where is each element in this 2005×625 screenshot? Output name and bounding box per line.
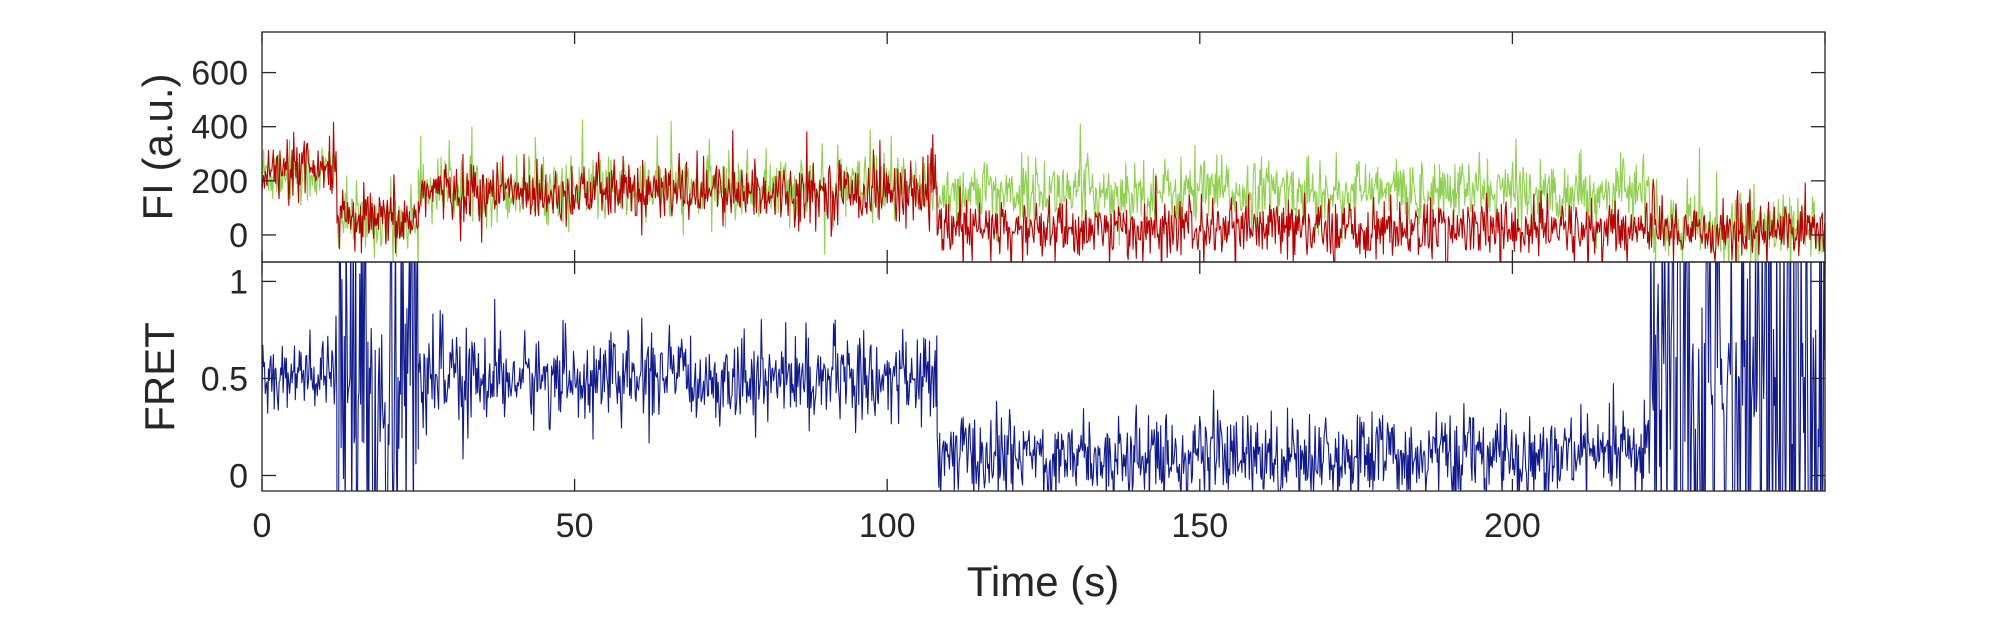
- x-tick-label: 50: [556, 507, 594, 545]
- y-tick-label: 400: [191, 109, 248, 147]
- x-tick-label: 200: [1484, 507, 1541, 545]
- time-x-axis-label: Time (s): [967, 558, 1119, 605]
- acceptor-intensity-line: [262, 119, 1825, 262]
- intensity-panel: 0 200 400 600 FI (a.u.): [134, 31, 1826, 263]
- y-tick-label: 200: [191, 163, 248, 201]
- x-tick-label: 150: [1171, 507, 1228, 545]
- fret-series-group: [262, 262, 1825, 491]
- fret-y-axis-label: FRET: [136, 322, 183, 432]
- y-tick-label: 0: [229, 457, 248, 495]
- y-tick-label: 600: [191, 55, 248, 93]
- x-tick-label: 0: [253, 507, 272, 545]
- intensity-series-group: [262, 119, 1825, 262]
- fret-y-ticks: 00.51: [201, 263, 1825, 495]
- y-tick-label: 0: [229, 217, 248, 255]
- y-tick-label: 0.5: [201, 360, 248, 398]
- time-x-ticks: 0 50 100 150 200: [253, 262, 1826, 545]
- donor-intensity-line: [262, 121, 1825, 262]
- intensity-y-ticks: 0 200 400 600: [191, 32, 1826, 262]
- fret-efficiency-line: [262, 262, 1825, 491]
- x-tick-label: 100: [859, 507, 916, 545]
- fret-plot-frame: [261, 261, 1826, 492]
- fret-panel: 00.51 0 50 100 150 200 FRET Time (s): [136, 261, 1826, 605]
- y-tick-label: 1: [229, 263, 248, 301]
- intensity-y-axis-label: FI (a.u.): [134, 73, 181, 220]
